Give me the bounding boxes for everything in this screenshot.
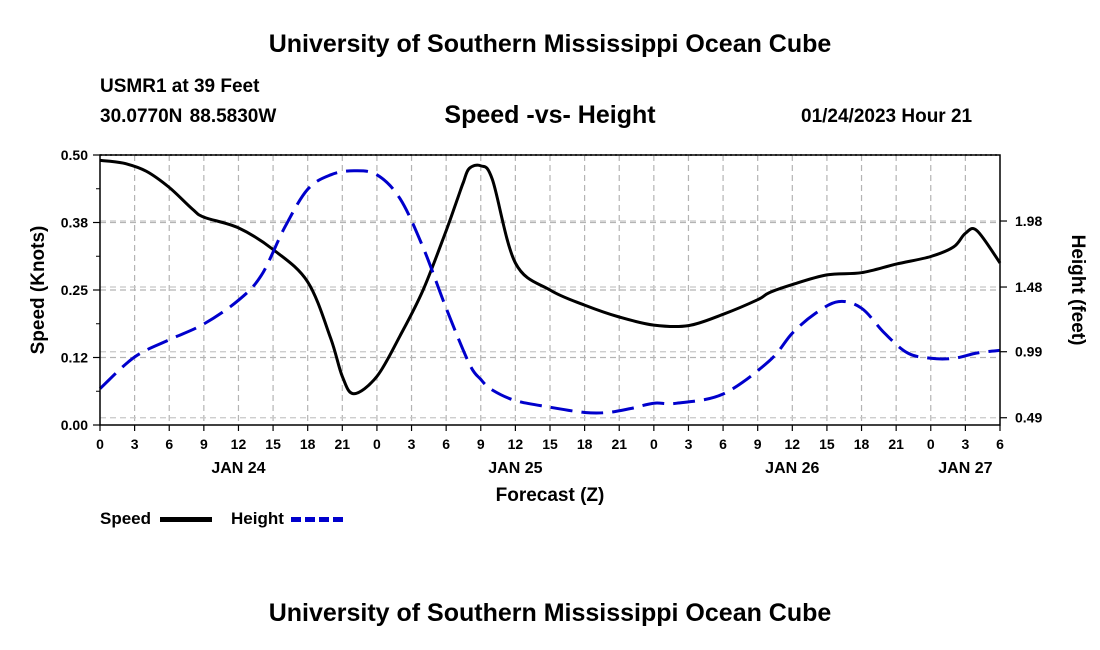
date-label: JAN 26 [765, 460, 819, 477]
x-tick-label: 15 [265, 436, 281, 452]
x-tick-label: 3 [408, 436, 416, 452]
x-tick-label: 9 [200, 436, 208, 452]
x-tick-label: 6 [165, 436, 173, 452]
date-label: JAN 25 [488, 460, 542, 477]
x-tick-label: 6 [996, 436, 1004, 452]
y2-tick-label: 1.98 [1015, 213, 1042, 229]
x-tick-label: 12 [508, 436, 524, 452]
x-tick-label: 6 [442, 436, 450, 452]
chart-subtitle: Speed -vs- Height [444, 101, 656, 129]
x-tick-label: 18 [854, 436, 870, 452]
x-tick-label: 21 [611, 436, 627, 452]
series-line-speed [99, 158, 1002, 396]
date-label: JAN 27 [938, 460, 992, 477]
x-tick-label: 0 [373, 436, 381, 452]
timestamp-label: 01/24/2023 Hour 21 [801, 106, 973, 127]
x-tick-label: 15 [542, 436, 558, 452]
x-tick-label: 9 [477, 436, 485, 452]
series-layer [98, 158, 1002, 415]
y-tick-label: 0.00 [61, 417, 88, 433]
x-tick-label: 21 [888, 436, 904, 452]
legend-speed-label: Speed [100, 509, 152, 528]
x-tick-label: 6 [719, 436, 727, 452]
y2-tick-label: 1.48 [1015, 279, 1042, 295]
x-tick-label: 3 [961, 436, 969, 452]
x-tick-label: 3 [685, 436, 693, 452]
y-tick-label: 0.38 [61, 215, 88, 231]
x-tick-label: 0 [927, 436, 935, 452]
y-axis-title: Speed (Knots) [28, 226, 49, 355]
x-tick-label: 9 [754, 436, 762, 452]
series-line-height [98, 169, 1001, 415]
x-tick-label: 0 [96, 436, 104, 452]
axes: 0 3 6 9 12 15 18 21 0 3 6 9 12 15 18 21 0 3 6 9 12 15 18 21 0 3 6J… [28, 147, 1088, 506]
x-axis-title: Forecast (Z) [496, 485, 605, 506]
coordinates-label: 30.0770N 88.5830W [100, 106, 277, 127]
x-tick-label: 15 [819, 436, 835, 452]
x-tick-label: 3 [131, 436, 139, 452]
x-tick-label: 18 [300, 436, 316, 452]
y-tick-label: 0.12 [61, 350, 88, 366]
station-label: USMR1 at 39 Feet [100, 76, 260, 97]
x-tick-label: 0 [650, 436, 658, 452]
y2-tick-label: 0.99 [1015, 344, 1042, 360]
y2-axis-title: Height (feet) [1067, 235, 1088, 346]
legend-height-swatch [291, 517, 343, 522]
grid [100, 154, 1000, 425]
legend-speed-swatch [160, 517, 212, 522]
x-tick-label: 12 [231, 436, 247, 452]
legend-height-label: Height [231, 509, 284, 528]
date-label: JAN 24 [211, 460, 265, 477]
y-tick-label: 0.25 [61, 282, 88, 298]
x-tick-label: 21 [335, 436, 351, 452]
x-tick-label: 18 [577, 436, 593, 452]
y2-tick-label: 0.49 [1015, 410, 1042, 426]
footer-title: University of Southern Mississippi Ocean… [268, 599, 832, 627]
chart-title: University of Southern Mississippi Ocean… [268, 30, 832, 58]
x-tick-label: 12 [785, 436, 801, 452]
y-tick-label: 0.50 [61, 147, 88, 163]
